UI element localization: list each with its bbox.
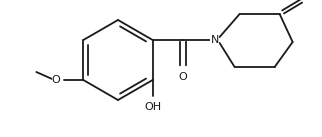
Text: N: N	[211, 35, 219, 45]
Text: O: O	[52, 75, 60, 85]
Text: OH: OH	[144, 102, 161, 112]
Text: O: O	[178, 72, 187, 82]
